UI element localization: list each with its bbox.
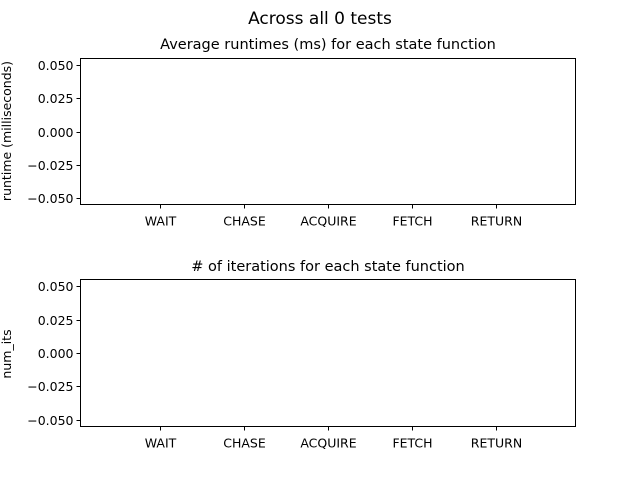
iterations-x-tick-label: RETURN — [471, 436, 522, 451]
runtime-x-tick-label: CHASE — [223, 214, 266, 229]
iterations-x-tick-label: CHASE — [223, 436, 266, 451]
iterations-y-ticks: −0.050 −0.025 0.000 0.025 0.050 — [27, 279, 81, 428]
iterations-y-tick-label: 0.050 — [38, 279, 74, 294]
runtime-y-tick-label: −0.025 — [27, 158, 73, 173]
iterations-x-tick-label: ACQUIRE — [300, 436, 356, 451]
runtime-y-axis-label: runtime (milliseconds) — [0, 61, 14, 201]
iterations-x-tick-label: WAIT — [145, 436, 177, 451]
runtime-x-tick-label: RETURN — [471, 214, 522, 229]
iterations-y-tick-label: 0.025 — [38, 313, 74, 328]
iterations-y-tick-label: −0.025 — [27, 379, 73, 394]
iterations-y-tick-label: −0.050 — [27, 413, 73, 428]
runtime-y-tick-label: 0.050 — [38, 58, 74, 73]
figure-suptitle: Across all 0 tests — [248, 9, 392, 29]
iterations-y-axis-label: num_its — [0, 329, 14, 378]
runtime-x-tick-label: WAIT — [145, 214, 177, 229]
runtime-y-ticks: −0.050 −0.025 0.000 0.025 0.050 — [27, 58, 81, 206]
iterations-x-tick-label: FETCH — [392, 436, 432, 451]
runtime-x-tick-label: FETCH — [392, 214, 432, 229]
runtime-y-tick-label: 0.025 — [38, 91, 74, 106]
runtime-x-tick-label: ACQUIRE — [300, 214, 356, 229]
runtime-y-tick-label: −0.050 — [27, 191, 73, 206]
runtime-y-tick-label: 0.000 — [38, 125, 74, 140]
iterations-axes-frame — [80, 279, 576, 427]
runtime-axes: Average runtimes (ms) for each state fun… — [0, 37, 576, 229]
iterations-axes: # of iterations for each state function … — [0, 259, 576, 451]
iterations-x-ticks: WAIT CHASE ACQUIRE FETCH RETURN — [145, 426, 522, 451]
iterations-y-tick-label: 0.000 — [38, 346, 74, 361]
runtime-axes-frame — [80, 58, 576, 205]
runtime-axes-title: Average runtimes (ms) for each state fun… — [160, 37, 496, 53]
runtime-x-ticks: WAIT CHASE ACQUIRE FETCH RETURN — [145, 204, 522, 229]
iterations-axes-title: # of iterations for each state function — [191, 259, 464, 275]
